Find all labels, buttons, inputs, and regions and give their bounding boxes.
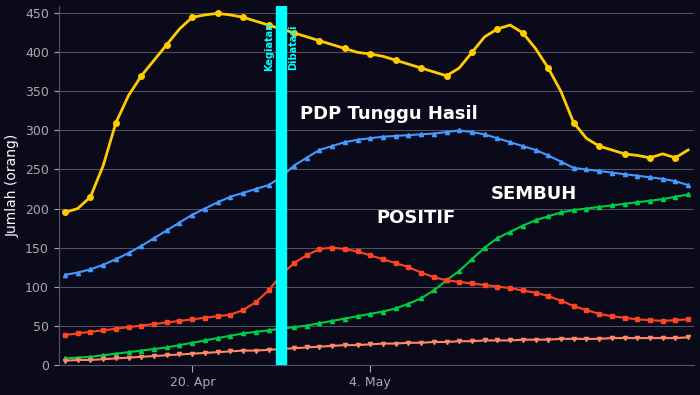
Bar [276,6,286,365]
Text: POSITIF: POSITIF [377,209,456,227]
Y-axis label: Jumlah (orang): Jumlah (orang) [6,134,20,237]
Text: Kegiatan
Masyarakat
Dibatasi: Kegiatan Masyarakat Dibatasi [265,15,298,79]
Text: SEMBUH: SEMBUH [491,185,578,203]
Text: PDP Tunggu Hasil: PDP Tunggu Hasil [300,105,478,123]
